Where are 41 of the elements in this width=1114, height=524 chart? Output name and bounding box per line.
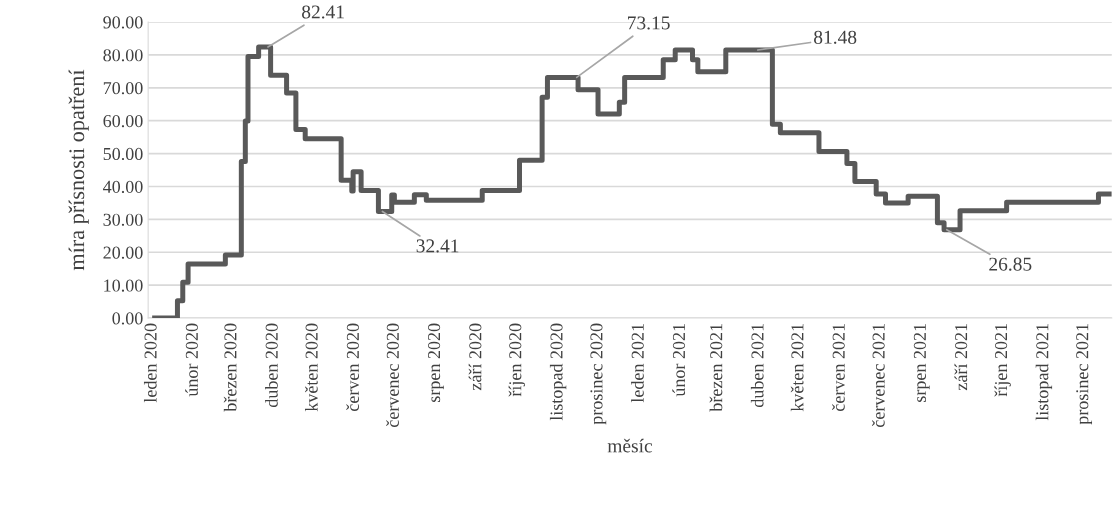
x-tick-label: květen 2020: [304, 323, 318, 412]
x-tick-label: červen 2020: [346, 323, 359, 411]
y-axis-title: míra přísnosti opatření: [68, 69, 89, 271]
x-tick-label: červenec 2020: [386, 323, 399, 428]
y-tick-label: 10.00: [104, 279, 143, 292]
x-tick-label: březen 2020: [223, 323, 237, 412]
x-tick-label: květen 2021: [790, 324, 804, 412]
x-tick-label: září 2021: [954, 324, 968, 391]
annotation: 82.41: [302, 5, 344, 19]
x-tick-label: červenec 2021: [871, 324, 885, 428]
y-tick-label: 60.00: [103, 114, 143, 128]
x-tick-label: únor 2021: [672, 324, 686, 397]
y-tick-label: 20.00: [103, 246, 143, 259]
x-axis-title: měsíc: [607, 438, 653, 453]
y-tick-label: 50.00: [103, 147, 143, 161]
x-tick-label: prosinec 2020: [590, 323, 607, 425]
x-tick-label: srpen 2021: [913, 324, 930, 402]
x-tick-label: listopad 2021: [1035, 324, 1053, 421]
x-tick-label: leden 2020: [143, 323, 157, 403]
x-tick-label: srpen 2020: [427, 323, 444, 402]
x-tick-label: duben 2020: [265, 323, 278, 408]
annotation: 32.41: [416, 239, 459, 253]
y-tick-label: 80.00: [103, 49, 143, 62]
x-tick-label: prosinec 2021: [1076, 324, 1093, 425]
annotation: 26.85: [989, 257, 1032, 271]
y-tick-label: 30.00: [103, 213, 143, 226]
annotation: 73.15: [628, 16, 670, 30]
annotation: 81.48: [814, 30, 857, 44]
x-tick-label: březen 2021: [709, 324, 723, 412]
x-tick-label: říjen 2021: [994, 324, 1011, 397]
x-tick-label: září 2020: [468, 323, 482, 391]
x-tick-label: duben 2021: [750, 324, 764, 408]
y-tick-label: 40.00: [103, 180, 143, 194]
y-tick-label: 70.00: [103, 82, 143, 95]
x-tick-label: leden 2021: [631, 324, 644, 403]
x-tick-label: červen 2021: [832, 324, 845, 411]
y-tick-label: 90.00: [103, 16, 143, 29]
x-tick-label: listopad 2020: [549, 323, 567, 421]
x-tick-label: říjen 2020: [508, 323, 526, 397]
y-tick-label: 0.00: [112, 312, 143, 325]
x-tick-label: únor 2020: [185, 323, 198, 397]
